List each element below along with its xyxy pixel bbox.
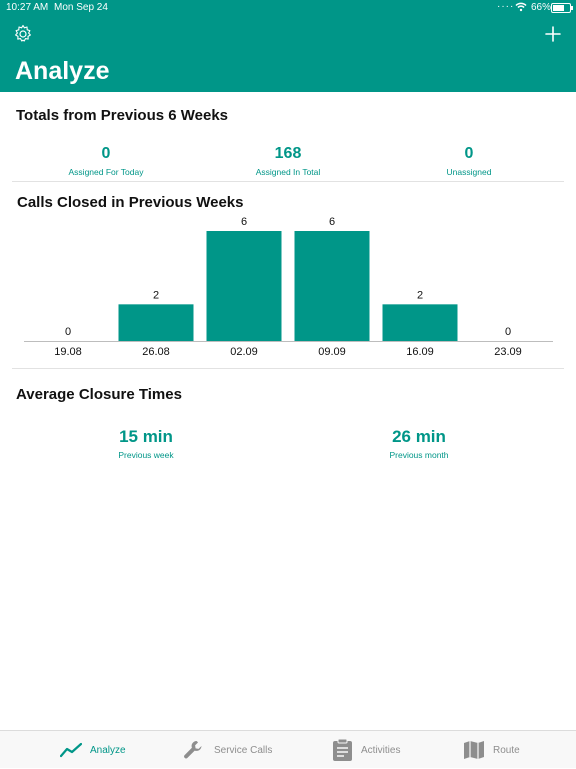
data-label-23.09: 0: [505, 326, 511, 338]
stat-label: Previous week: [118, 450, 174, 460]
stat-label: Assigned For Today: [68, 167, 144, 177]
x-tick-label-02.09: 02.09: [230, 346, 258, 358]
tab-label: Route: [493, 744, 520, 756]
stat-label: Assigned In Total: [255, 167, 321, 177]
data-label-02.09: 6: [241, 216, 247, 228]
status-time: 10:27 AM: [6, 2, 49, 13]
tab-label: Service Calls: [214, 744, 273, 756]
tab-analyze[interactable]: Analyze: [60, 731, 126, 769]
nav-bar: Analyze: [0, 16, 576, 92]
trend-line-icon: [60, 742, 82, 758]
gear-icon[interactable]: [13, 24, 33, 44]
stat-label: Unassigned: [446, 167, 492, 177]
battery-icon: [551, 3, 573, 13]
battery-percent: 66%: [531, 2, 552, 13]
page-title: Analyze: [15, 57, 110, 85]
data-label-09.09: 6: [329, 216, 335, 228]
closure-title: Average Closure Times: [16, 386, 182, 403]
tab-bar: Analyze Service Calls Activities Route: [0, 730, 576, 768]
stat-previous-month: 26 min Previous month: [319, 427, 519, 461]
stat-value: 15 min: [119, 427, 173, 446]
totals-title: Totals from Previous 6 Weeks: [16, 107, 229, 124]
calls-chart-title: Calls Closed in Previous Weeks: [17, 194, 244, 211]
x-tick-label-19.08: 19.08: [54, 346, 82, 358]
stat-previous-week: 15 min Previous week: [46, 427, 246, 461]
tab-label: Activities: [361, 744, 401, 756]
divider: [12, 368, 564, 369]
stat-label: Previous month: [389, 450, 449, 460]
stat-value: 26 min: [392, 427, 446, 446]
calls-closed-chart: 0 19.08 2 26.08 6 02.09 6 09.09 2 16.09 0 23.09: [24, 216, 553, 358]
x-tick-label-09.09: 09.09: [318, 346, 346, 358]
stat-value: 0: [464, 145, 474, 162]
signal-dots-icon: ····: [497, 1, 515, 12]
plus-icon[interactable]: [543, 24, 563, 44]
bar-26.08: [118, 304, 194, 341]
wrench-icon: [184, 741, 202, 759]
map-icon: [464, 741, 484, 759]
tab-service-calls[interactable]: Service Calls: [182, 731, 272, 769]
stat-unassigned: 0 Unassigned: [369, 144, 569, 178]
clipboard-icon: [333, 738, 352, 761]
divider: [12, 181, 564, 182]
status-bar: 10:27 AM Mon Sep 24 ···· 66%: [0, 0, 576, 16]
x-tick-label-23.09: 23.09: [494, 346, 522, 358]
data-label-26.08: 2: [153, 289, 159, 301]
data-label-16.09: 2: [417, 289, 423, 301]
x-tick-label-16.09: 16.09: [406, 346, 434, 358]
stat-assigned-total: 168 Assigned In Total: [188, 144, 388, 178]
bar-09.09: [294, 231, 370, 341]
stat-assigned-today: 0 Assigned For Today: [6, 144, 206, 178]
data-label-19.08: 0: [65, 326, 71, 338]
status-date: Mon Sep 24: [54, 2, 108, 13]
stat-value: 168: [274, 145, 302, 162]
tab-label: Analyze: [90, 744, 126, 756]
stat-value: 0: [101, 145, 111, 162]
bar-16.09: [382, 304, 458, 341]
x-tick-label-26.08: 26.08: [142, 346, 170, 358]
tab-activities[interactable]: Activities: [332, 731, 400, 769]
tab-route[interactable]: Route: [463, 731, 520, 769]
wifi-icon: [515, 2, 527, 15]
bar-02.09: [206, 231, 282, 341]
